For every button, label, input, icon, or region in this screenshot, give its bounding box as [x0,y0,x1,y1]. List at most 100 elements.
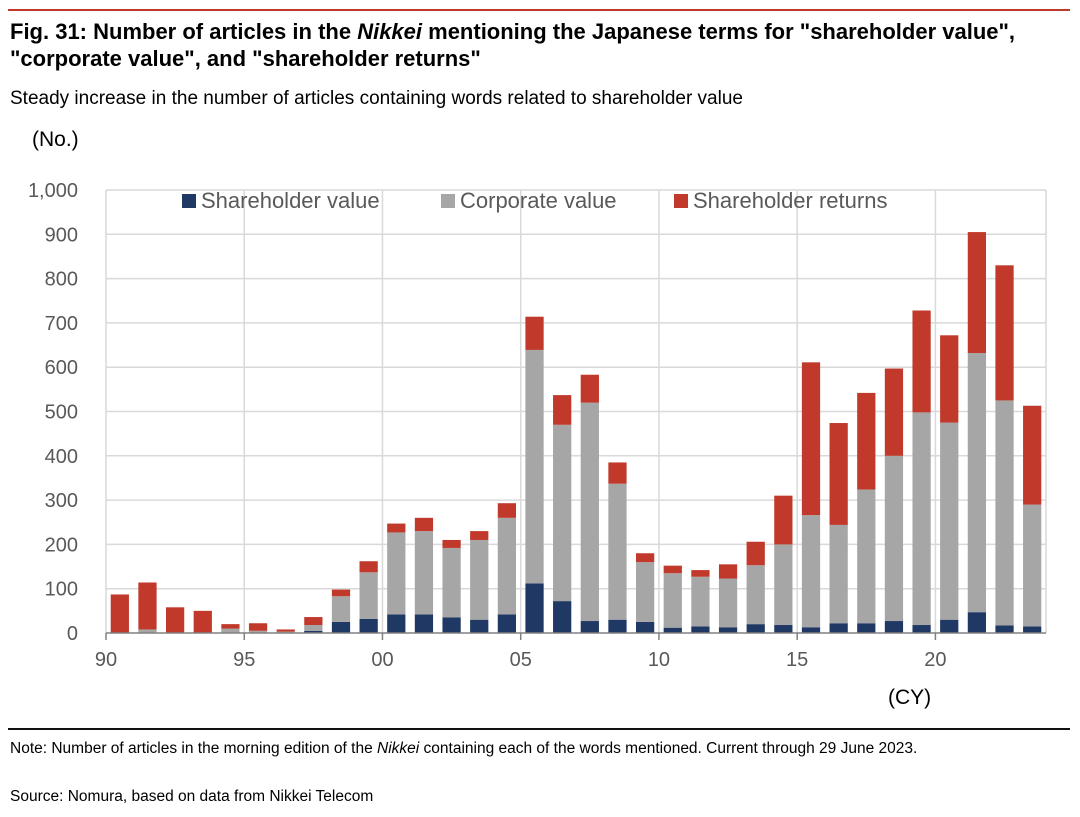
y-tick-label: 700 [45,313,78,335]
bar-segment [1023,405,1042,505]
figure-subtitle: Steady increase in the number of article… [10,88,743,109]
bar-segment [608,483,627,620]
bar-segment [525,316,544,350]
bar-segment [635,621,655,633]
gridlines [105,189,1047,633]
bar-segment [774,625,793,633]
y-tick-label: 1,000 [28,180,78,202]
bar-segment [359,561,378,573]
bar-segment [940,619,959,633]
bar-segment [276,629,295,632]
bar-segment [912,412,931,626]
y-tick-label: 600 [45,357,78,379]
bar-segment [801,627,821,633]
bar-segment [331,596,351,622]
bar-segment [138,629,157,633]
bar-segment [442,539,461,548]
bar-segment [746,541,765,566]
bar-segment [718,564,738,579]
bar-segment [995,400,1014,626]
bar-segment [553,601,572,633]
bars [110,232,1042,633]
bar-segment [414,531,434,615]
bar-segment [608,619,627,633]
bar-segment [304,630,323,633]
x-tick-label: 20 [924,649,946,671]
bar-segment [801,515,821,628]
bar-segment [940,422,959,620]
bottom-rule [8,728,1070,730]
bar-segment [774,495,793,545]
bar-segment [635,553,655,563]
bar-segment [359,572,378,619]
y-tick-label: 400 [45,446,78,468]
bar-segment [829,623,848,633]
bar-segment [221,628,240,633]
bar-segment [967,612,987,633]
legend-label: Shareholder returns [693,188,887,213]
x-tick-label: 10 [648,649,670,671]
x-tick-label: 15 [786,649,808,671]
y-tick-label: 300 [45,490,78,512]
bar-segment [663,565,682,574]
bar-segment [1023,504,1042,627]
bar-segment [746,565,765,625]
bar-segment [387,614,406,633]
bar-segment [304,617,323,626]
axes: 0 100 200 300 400 500 600 700 800 900 1,000 90 95 00 0… [28,180,1046,671]
bar-segment [829,524,848,624]
bar-segment [414,614,434,633]
bar-segment [359,618,378,633]
top-rule [8,9,1070,11]
bar-segment [248,630,268,633]
bar-segment [580,402,599,622]
bar-segment [995,625,1014,633]
bar-segment [940,335,959,423]
y-tick-label: 100 [45,579,78,601]
bar-segment [304,625,323,631]
legend: Shareholder value Corporate value Sharehol… [182,188,887,213]
bar-segment [110,594,129,633]
bar-segment [691,626,710,633]
bar-segment [691,570,710,577]
bar-segment [774,544,793,626]
x-tick-label: 00 [371,649,393,671]
stacked-bar-chart: 0 100 200 300 400 500 600 700 800 900 1,000 90 95 00 0… [28,128,1047,709]
bar-segment [580,621,599,633]
x-tick-label: 90 [95,649,117,671]
bar-segment [746,624,765,633]
x-tick-label: 05 [510,649,532,671]
y-tick-label: 200 [45,534,78,556]
bar-segment [387,532,406,615]
bar-segment [912,310,931,413]
figure-source: Source: Nomura, based on data from Nikke… [10,788,374,805]
figure-note: Note: Number of articles in the morning … [10,740,918,757]
legend-swatch [441,194,455,208]
bar-segment [580,374,599,403]
bar-segment [801,362,821,516]
y-tick-label: 0 [67,623,78,645]
bar-segment [635,562,655,622]
bar-segment [663,627,682,633]
bar-segment [497,503,517,518]
bar-segment [248,623,268,631]
bar-segment [718,578,738,628]
y-axis-label: (No.) [32,128,79,151]
bar-segment [470,531,489,540]
bar-segment [553,395,572,425]
figure-title: Fig. 31: Number of articles in the Nikke… [10,19,1016,71]
bar-segment [691,576,710,627]
bar-segment [967,232,987,354]
y-tick-label: 800 [45,269,78,291]
legend-label: Corporate value [460,188,617,213]
bar-segment [663,573,682,628]
bar-segment [718,627,738,633]
legend-swatch [674,194,688,208]
bar-segment [995,265,1014,401]
bar-segment [967,353,987,613]
bar-segment [387,523,406,533]
bar-segment [414,517,434,532]
bar-segment [193,610,212,633]
bar-segment [497,614,517,633]
x-axis-label: (CY) [888,686,931,709]
